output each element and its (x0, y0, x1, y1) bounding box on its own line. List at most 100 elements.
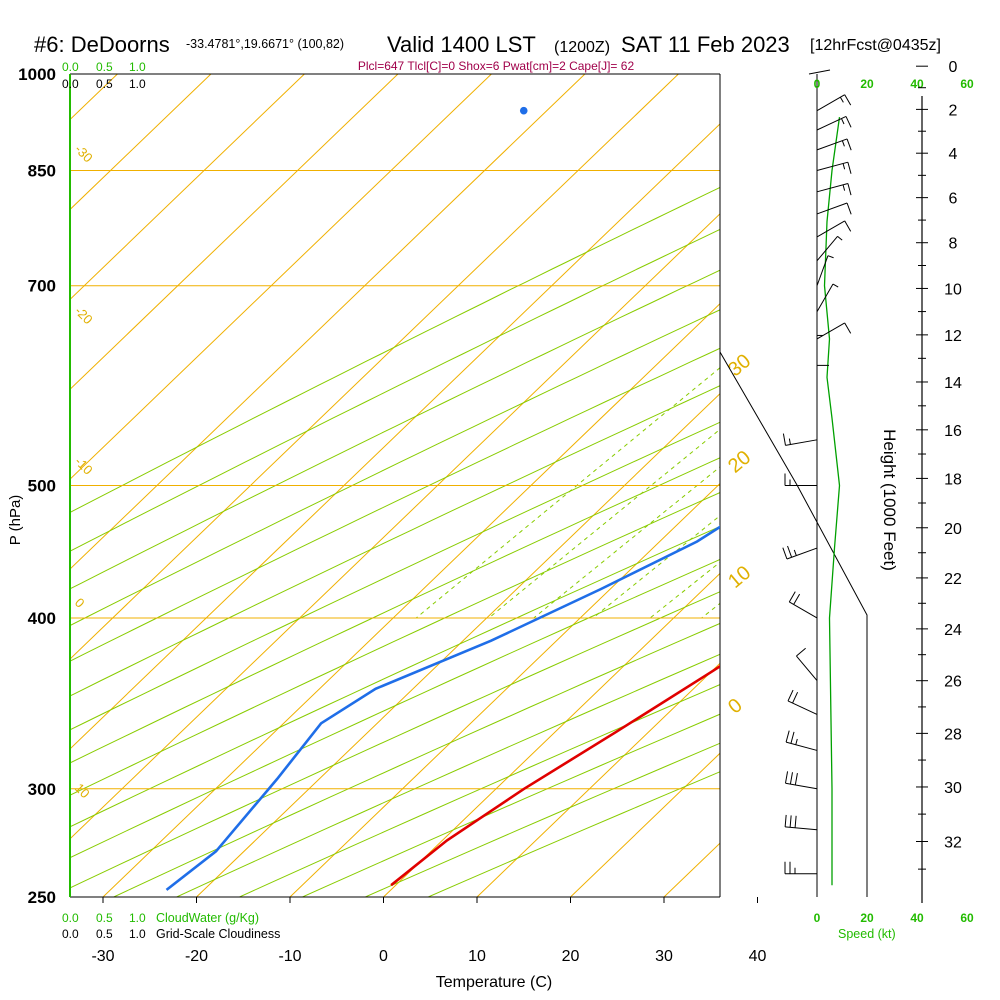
wind-barb-flag (792, 691, 799, 704)
wind-barb (788, 591, 818, 619)
wind-barb-flag (787, 545, 793, 558)
dry-adiabat (175, 653, 720, 897)
wind-barb-flag (793, 593, 801, 605)
cloud-scale-label: 1.0 (129, 77, 146, 91)
station-title: #6: DeDoorns (34, 32, 170, 57)
isotherm-line (70, 74, 492, 480)
wind-barb-flag (787, 689, 794, 702)
isotherm-label-right: 30 (724, 350, 755, 381)
isotherm-line (570, 752, 720, 897)
wind-barb (816, 161, 852, 174)
height-tick-label: 30 (944, 780, 962, 797)
wind-barb-staff (816, 220, 845, 238)
height-tick-label: 4 (949, 146, 958, 163)
wind-barb-staff (796, 655, 818, 681)
wind-barb-staff (816, 322, 845, 340)
height-tick-label: 28 (944, 726, 962, 743)
wind-barb-half-flag (842, 163, 846, 170)
isotherm-line (70, 74, 399, 391)
isotherm-line (476, 662, 720, 897)
height-tick-label: 14 (944, 375, 962, 392)
wind-barb (816, 116, 852, 131)
dry-adiabat (70, 228, 720, 552)
wind-barb-flag (784, 814, 787, 827)
speed-tick-bottom: 20 (860, 911, 874, 925)
wind-speed-line (823, 117, 841, 886)
wind-barb-flag (789, 815, 792, 828)
isobar-lines (70, 73, 720, 898)
dry-adiabat (364, 742, 720, 897)
dry-adiabat (70, 525, 720, 828)
cloud-scale-label: 0.0 (62, 77, 79, 91)
isotherm-label: 10 (72, 780, 93, 801)
wind-barb-flag (794, 815, 797, 828)
wind-barb-flag (782, 547, 788, 560)
cloud-scale-label-bottom: 0.0 (62, 911, 79, 925)
mixing-ratio-line (488, 428, 720, 619)
pressure-tick-label: 1000 (18, 65, 56, 84)
wind-barb-staff (816, 283, 834, 313)
wind-barb-staff (785, 782, 818, 790)
cloud-scale-label-lower: 1.0 (129, 927, 146, 941)
wind-barb-staff (816, 116, 847, 131)
wind-barb (782, 433, 818, 446)
forecast-tag: [12hrFcst@0435z] (810, 37, 941, 54)
temperature-tick-label: 0 (379, 948, 388, 965)
wind-barb (784, 861, 817, 875)
wind-barb-staff (816, 235, 838, 262)
wind-barb-staff (816, 94, 845, 112)
wind-barb (816, 334, 823, 368)
sounding-indices: Plcl=647 Tlcl[C]=0 Shox=6 Pwat[cm]=2 Cap… (358, 59, 635, 73)
speed-tick-bottom: 60 (960, 911, 974, 925)
cloud-scale-label-bottom: 1.0 (129, 911, 146, 925)
wind-barb (787, 689, 818, 715)
wind-barb (816, 255, 834, 286)
wind-barb-flag (846, 138, 852, 151)
pressure-tick-label: 250 (28, 888, 56, 907)
speed-tick-bottom: 0 (814, 911, 821, 925)
wind-barb-flag (784, 771, 789, 784)
height-tick-label: 10 (944, 281, 962, 298)
isotherm-label: -30 (72, 141, 96, 165)
series-dewpoint-line (165, 525, 720, 891)
height-tick-label: 32 (944, 834, 962, 851)
wind-barb-flag (794, 773, 798, 786)
isotherm-label: 0 (72, 595, 88, 611)
wind-barb-flag (796, 647, 806, 657)
wind-barb (785, 730, 818, 751)
cloudwater-label: CloudWater (g/Kg) (156, 911, 259, 925)
surface-dewpoint-dot (519, 106, 528, 115)
cloud-scale-label-lower: 0.0 (62, 927, 79, 941)
isotherm-label-right: 10 (724, 562, 755, 593)
speed-tick-top: 40 (910, 77, 924, 91)
zulu-time: (1200Z) (554, 39, 610, 56)
height-tick-label: 24 (944, 622, 962, 639)
wind-barb-flag (782, 433, 786, 446)
wind-barb-half-flag (795, 738, 798, 745)
height-tick-label: 0 (949, 59, 958, 76)
wind-barb-flag (847, 162, 852, 174)
height-tick-label: 12 (944, 328, 962, 345)
cloud-scale-label-lower: 0.5 (96, 927, 113, 941)
wind-barb-flag (785, 730, 790, 743)
pressure-tick-label: 500 (28, 477, 56, 496)
mixing-ratio-line (415, 367, 720, 619)
wind-barb-staff (789, 601, 818, 619)
mixing-ratio-lines (415, 367, 720, 619)
temperature-tick-label: -20 (185, 948, 208, 965)
wind-barb-staff (816, 161, 849, 171)
dry-adiabat (70, 421, 720, 731)
speed-tick-top: 0 (814, 77, 821, 91)
wind-barb-flag (846, 202, 852, 215)
height-tick-label: 18 (944, 471, 962, 488)
cloud-scale-label: 0.5 (96, 77, 113, 91)
cloudiness-label: Grid-Scale Cloudiness (156, 927, 280, 941)
dry-adiabat (70, 186, 720, 514)
dry-adiabat (112, 622, 720, 897)
isotherm-line (70, 74, 305, 301)
isotherm-label-right: 20 (724, 446, 755, 477)
wind-barb (816, 322, 852, 340)
surface-temperature-dot (730, 107, 738, 115)
